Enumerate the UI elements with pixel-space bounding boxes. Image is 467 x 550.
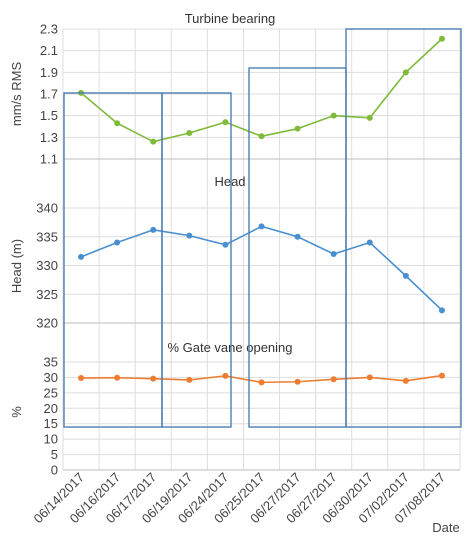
y-tick-label: 1.1 xyxy=(40,152,58,167)
data-point xyxy=(78,375,85,382)
data-point xyxy=(258,133,265,140)
y-tick-label: 1.5 xyxy=(40,108,58,123)
y-tick-label: 1.7 xyxy=(40,87,58,102)
highlight-box xyxy=(248,67,347,428)
data-point xyxy=(150,226,157,233)
data-point xyxy=(258,223,265,230)
data-point xyxy=(258,379,265,386)
data-point xyxy=(114,374,121,381)
data-point xyxy=(222,241,229,248)
highlight-box xyxy=(345,28,462,428)
data-point xyxy=(114,120,121,127)
data-point xyxy=(186,376,193,383)
y-tick-label: 10 xyxy=(44,432,58,447)
data-point xyxy=(186,232,193,239)
panel-2: 320 325 330 335 340 Head Head (m) xyxy=(9,174,460,331)
y-axis-label: mm/s RMS xyxy=(9,62,24,127)
y-tick-label: 5 xyxy=(51,447,58,462)
y-tick-label: 320 xyxy=(36,316,58,331)
data-point xyxy=(366,239,373,246)
data-point xyxy=(438,372,445,379)
y-tick-label: 325 xyxy=(36,287,58,302)
y-tick-label: 330 xyxy=(36,258,58,273)
y-tick-label: 30 xyxy=(44,370,58,385)
panels-layer: 1.1 1.3 1.5 1.7 1.9 2.1 2.3 Turbine bearing mm/s… xyxy=(9,11,460,478)
y-tick-label: 35 xyxy=(44,355,58,370)
data-point xyxy=(186,130,193,136)
data-point xyxy=(402,69,409,76)
y-tick-label: 2.1 xyxy=(40,43,58,58)
panel-1: 1.1 1.3 1.5 1.7 1.9 2.1 2.3 Turbine bearing mm/s… xyxy=(9,11,460,167)
y-axis-label: % xyxy=(9,406,24,418)
y-tick-label: 0 xyxy=(51,463,58,478)
data-point xyxy=(222,372,229,379)
data-point xyxy=(366,374,373,381)
data-point xyxy=(294,378,301,385)
y-tick-label: 340 xyxy=(36,201,58,216)
data-point xyxy=(330,376,337,383)
highlight-boxes xyxy=(63,28,462,428)
data-point xyxy=(402,272,409,279)
data-point xyxy=(330,112,337,119)
data-point xyxy=(294,125,301,132)
data-point xyxy=(222,119,229,126)
y-axis-label: Head (m) xyxy=(9,239,24,293)
y-tick-label: 25 xyxy=(44,385,58,400)
y-tick-label: 335 xyxy=(36,229,58,244)
data-point xyxy=(402,377,409,384)
y-tick-label: 20 xyxy=(44,401,58,416)
data-point xyxy=(150,375,157,382)
data-point xyxy=(366,114,373,121)
data-point xyxy=(438,307,445,314)
y-tick-label: 1.3 xyxy=(40,130,58,145)
x-tick-labels: 06/14/201706/16/201706/17/201706/19/2017… xyxy=(31,470,449,527)
x-axis-label: Date xyxy=(432,520,459,535)
data-point xyxy=(150,138,157,145)
panel-title: % Gate vane opening xyxy=(167,340,292,355)
data-point xyxy=(114,239,121,246)
data-point xyxy=(330,251,337,257)
data-point xyxy=(438,35,445,42)
y-tick-label: 2.3 xyxy=(40,22,58,37)
data-point xyxy=(294,233,301,240)
panel-title: Turbine bearing xyxy=(185,11,276,26)
panel-title: Head xyxy=(214,174,245,189)
y-tick-label: 15 xyxy=(44,416,58,431)
grid-layer xyxy=(62,29,461,470)
y-tick-label: 1.9 xyxy=(40,65,58,80)
highlight-box xyxy=(161,92,232,428)
data-point xyxy=(78,253,85,260)
